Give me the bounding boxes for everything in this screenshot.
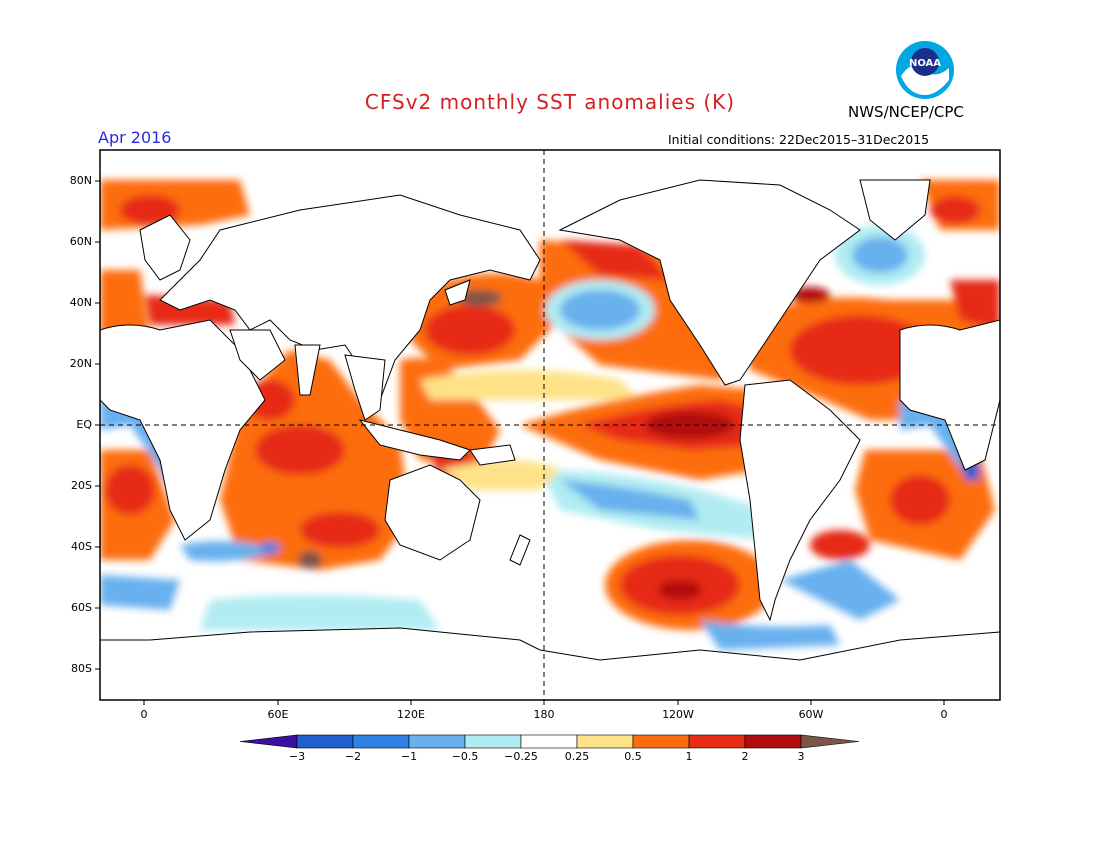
continents — [100, 179, 1000, 700]
colorbar — [239, 734, 860, 749]
lon-tick-label: 60E — [267, 708, 289, 721]
colorbar-swatch — [408, 734, 466, 749]
lat-tick-label: 60S — [71, 601, 92, 614]
colorbar-tick-label: −2 — [344, 750, 362, 763]
lon-tick-label: 0 — [140, 708, 148, 721]
colorbar-tick-label: −1 — [400, 750, 418, 763]
map-title: CFSv2 monthly SST anomalies (K) — [364, 90, 736, 114]
colorbar-tick-label: −0.5 — [451, 750, 479, 763]
agency-label: NWS/NCEP/CPC — [848, 103, 964, 121]
colorbar-tick-label: 3 — [797, 750, 805, 763]
colorbar-tick-label: 1 — [685, 750, 693, 763]
colorbar-tick-label: 0.25 — [564, 750, 590, 763]
colorbar-swatch — [632, 734, 690, 749]
lat-tick-label: 20N — [69, 357, 92, 370]
colorbar-tick-label: −3 — [288, 750, 306, 763]
colorbar-swatch — [688, 734, 746, 749]
noaa-logo-text: NOAA — [909, 58, 941, 69]
colorbar-tick-label: −0.25 — [504, 750, 538, 763]
colorbar-swatch — [744, 734, 802, 749]
colorbar-swatch — [520, 734, 578, 749]
lon-tick-label: 120W — [662, 708, 694, 721]
lon-tick-label: 120E — [397, 708, 425, 721]
colorbar-swatch — [464, 734, 522, 749]
lon-tick-label: 0 — [940, 708, 948, 721]
lat-tick-label: 80S — [71, 662, 92, 675]
lat-tick-label: 40S — [71, 540, 92, 553]
colorbar-swatch — [352, 734, 410, 749]
noaa-logo: NOAA — [896, 41, 954, 99]
lat-tick-label: 80N — [69, 174, 92, 187]
lat-tick-label: EQ — [76, 418, 92, 431]
lat-tick-label: 60N — [69, 235, 92, 248]
lon-tick-label: 60W — [798, 708, 824, 721]
lat-tick-label: 40N — [69, 296, 92, 309]
colorbar-max-arrow — [800, 734, 860, 749]
colorbar-tick-label: 0.5 — [624, 750, 642, 763]
lon-tick-label: 180 — [533, 708, 555, 721]
colorbar-min-arrow — [239, 734, 298, 749]
colorbar-swatch — [576, 734, 634, 749]
axis-ticks — [95, 180, 945, 705]
lat-tick-label: 20S — [71, 479, 92, 492]
valid-month: Apr 2016 — [98, 128, 172, 147]
anomaly-field — [100, 150, 1000, 700]
colorbar-swatch — [296, 734, 354, 749]
colorbar-tick-label: 2 — [741, 750, 749, 763]
initial-conditions: Initial conditions: 22Dec2015–31Dec2015 — [668, 132, 930, 147]
